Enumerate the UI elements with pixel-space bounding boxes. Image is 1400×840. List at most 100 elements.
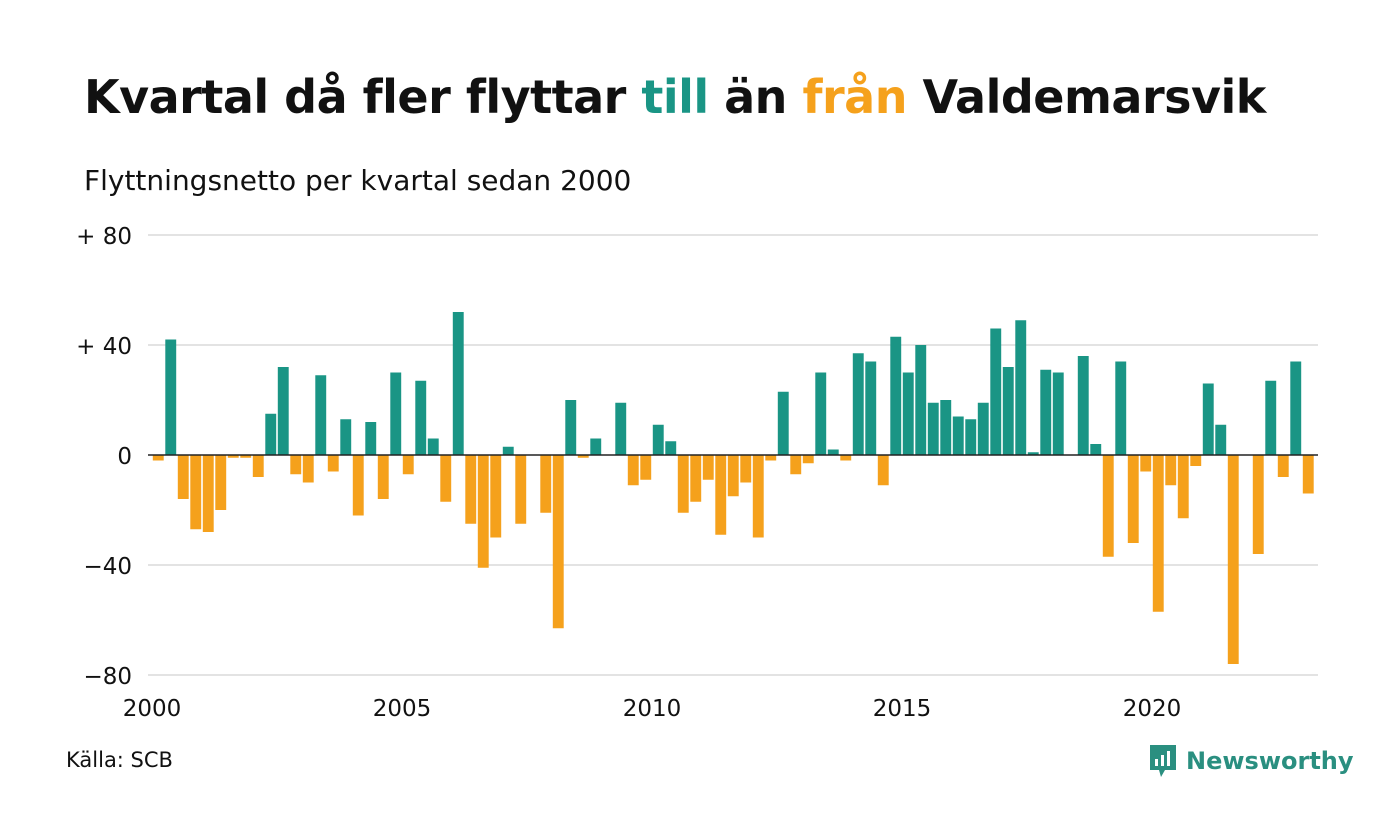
bar-negative <box>190 455 202 530</box>
bar-negative <box>327 455 339 472</box>
title-part-3: Valdemarsvik <box>906 70 1266 124</box>
bar-positive <box>615 402 627 455</box>
bar-positive <box>427 438 439 455</box>
bar-negative <box>765 455 777 461</box>
bar-positive <box>1015 320 1027 455</box>
bar-negative <box>790 455 802 475</box>
bar-negative <box>490 455 502 538</box>
y-tick-label: + 40 <box>76 334 132 360</box>
bar-positive <box>277 367 289 455</box>
source-note: Källa: SCB <box>66 748 173 772</box>
bar-negative <box>1302 455 1314 494</box>
bar-negative <box>240 455 252 458</box>
bar-positive <box>165 339 177 455</box>
bar-positive <box>815 372 827 455</box>
gridlines <box>148 234 1318 676</box>
bar-negative <box>152 455 164 461</box>
bar-negative <box>690 455 702 502</box>
brand-name: Newsworthy <box>1186 747 1354 775</box>
y-tick-label: −40 <box>83 554 132 580</box>
bar-negative <box>552 455 564 629</box>
bar-positive <box>365 422 377 455</box>
bar-negative <box>1165 455 1177 486</box>
bar-negative <box>715 455 727 535</box>
bar-positive <box>965 419 977 455</box>
bar-positive <box>865 361 877 455</box>
title-part-1: Kvartal då fler flyttar <box>84 70 642 124</box>
bar-positive <box>1265 380 1277 455</box>
bar-negative <box>1152 455 1164 612</box>
bar-positive <box>1040 369 1052 455</box>
bar-negative <box>440 455 452 502</box>
bar-negative <box>1177 455 1189 519</box>
bar-positive <box>452 312 464 455</box>
bar-negative <box>677 455 689 513</box>
bar-negative <box>540 455 552 513</box>
bar-negative <box>202 455 214 532</box>
bar-negative <box>1227 455 1239 664</box>
bar-positive <box>265 413 277 455</box>
bar-negative <box>1102 455 1114 557</box>
title-fran-word: från <box>802 70 907 124</box>
bar-negative <box>1252 455 1264 554</box>
bar-negative <box>377 455 389 499</box>
bar-positive <box>415 380 427 455</box>
bar-positive <box>927 402 939 455</box>
y-tick-label: −80 <box>83 664 132 690</box>
axes: + 80 + 40 0 −40 −80 2000 2005 2010 2015 2020 <box>76 224 1318 722</box>
bar-negative <box>1127 455 1139 543</box>
newsworthy-logo-icon <box>1150 745 1176 777</box>
bar-positive <box>1202 383 1214 455</box>
bar-positive <box>590 438 602 455</box>
bar-negative <box>1277 455 1289 477</box>
bar-positive <box>902 372 914 455</box>
bar-positive <box>915 345 927 455</box>
title-till-word: till <box>641 70 709 124</box>
y-tick-label: 0 <box>117 444 132 470</box>
bar-positive <box>940 400 952 455</box>
bar-negative <box>215 455 227 510</box>
bar-positive <box>502 446 514 455</box>
bar-negative <box>402 455 414 475</box>
bar-negative <box>727 455 739 497</box>
bar-positive <box>1027 452 1039 455</box>
bar-negative <box>477 455 489 568</box>
bar-negative <box>877 455 889 486</box>
chart-title: Kvartal då fler flyttar till än från Val… <box>84 70 1266 124</box>
bar-positive <box>340 419 352 455</box>
x-tick-label: 2020 <box>1123 696 1182 722</box>
bar-negative <box>465 455 477 524</box>
bar-negative <box>740 455 752 483</box>
bars <box>152 312 1314 664</box>
bar-negative <box>352 455 364 516</box>
bar-negative <box>177 455 189 499</box>
bar-positive <box>565 400 577 455</box>
bar-negative <box>1140 455 1152 472</box>
title-part-2: än <box>708 70 803 124</box>
y-tick-label: + 80 <box>76 224 132 250</box>
bar-negative <box>802 455 814 464</box>
bar-negative <box>1190 455 1202 466</box>
bar-negative <box>252 455 264 477</box>
chart-subtitle: Flyttningsnetto per kvartal sedan 2000 <box>84 164 632 197</box>
bar-negative <box>627 455 639 486</box>
bar-positive <box>1077 356 1089 455</box>
bar-positive <box>1290 361 1302 455</box>
bar-chart: + 80 + 40 0 −40 −80 2000 2005 2010 2015 2020 <box>76 224 1318 722</box>
bar-positive <box>1052 372 1064 455</box>
bar-negative <box>227 455 239 458</box>
bar-positive <box>952 416 964 455</box>
bar-positive <box>1002 367 1014 455</box>
bar-negative <box>290 455 302 475</box>
bar-positive <box>990 328 1002 455</box>
bar-positive <box>777 391 789 455</box>
x-tick-label: 2010 <box>623 696 682 722</box>
bar-positive <box>665 441 677 455</box>
bar-positive <box>890 336 902 455</box>
newsworthy-logo: Newsworthy <box>1148 743 1354 779</box>
bar-negative <box>840 455 852 461</box>
bar-positive <box>827 449 839 455</box>
bar-positive <box>315 375 327 455</box>
bar-negative <box>752 455 764 538</box>
bar-positive <box>652 424 664 455</box>
